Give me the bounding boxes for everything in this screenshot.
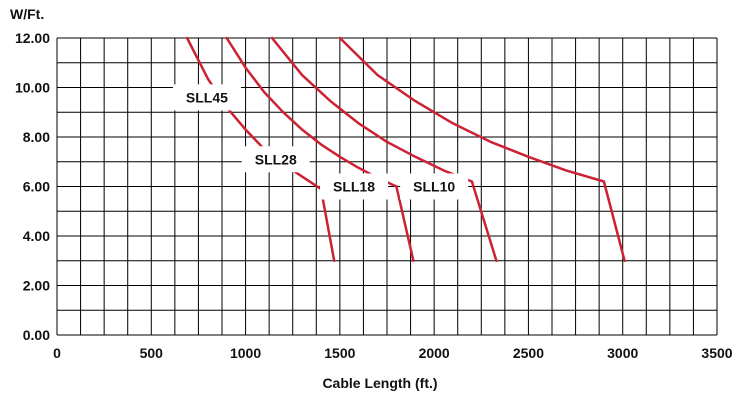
y-tick-label: 8.00 — [23, 129, 50, 145]
x-tick-label: 1500 — [324, 345, 355, 361]
x-tick-label: 0 — [53, 345, 61, 361]
series-label-sll28: SLL28 — [255, 151, 297, 167]
x-tick-label: 3000 — [607, 345, 638, 361]
y-tick-labels: 0.00 2.00 4.00 6.00 8.00 10.00 12.00 — [15, 30, 50, 343]
series-label-sll10: SLL10 — [413, 179, 455, 195]
series-label-sll18: SLL18 — [333, 179, 375, 195]
y-tick-label: 10.00 — [15, 80, 50, 96]
x-tick-label: 2000 — [419, 345, 450, 361]
x-tick-label: 3500 — [701, 345, 732, 361]
x-axis-title: Cable Length (ft.) — [322, 375, 437, 391]
y-axis-title: W/Ft. — [10, 6, 44, 22]
y-tick-label: 0.00 — [23, 327, 50, 343]
series-label-bg — [400, 173, 469, 200]
series-labels: SLL45 SLL28 SLL18 SLL10 — [172, 84, 469, 200]
x-tick-label: 500 — [140, 345, 164, 361]
series-label-sll45: SLL45 — [186, 89, 228, 105]
series-label-bg — [241, 146, 310, 173]
series-label-bg — [172, 84, 241, 111]
y-tick-label: 2.00 — [23, 278, 50, 294]
y-tick-label: 4.00 — [23, 228, 50, 244]
x-tick-label: 1000 — [230, 345, 261, 361]
y-tick-label: 6.00 — [23, 179, 50, 195]
x-tick-labels: 0 500 1000 1500 2000 2500 3000 3500 — [53, 345, 733, 361]
y-tick-label: 12.00 — [15, 30, 50, 46]
series-line-sll10 — [338, 36, 626, 263]
x-tick-label: 2500 — [513, 345, 544, 361]
series-label-bg — [320, 173, 388, 200]
